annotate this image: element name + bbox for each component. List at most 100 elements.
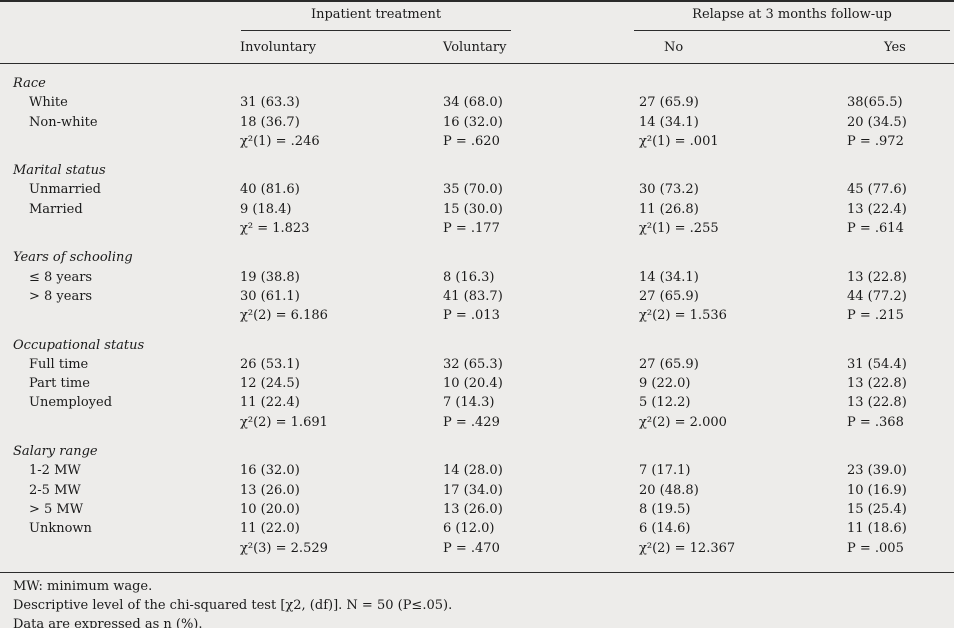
value-cell: 13 (22.8) [847,269,907,285]
row-label: 2-5 MW [29,482,81,498]
empty-corner-cell [0,2,240,32]
value-cell: 16 (32.0) [240,463,300,479]
row-label [0,132,240,151]
value-cell: 41 (83.7) [443,288,503,304]
value-cell: 14 (28.0) [443,463,503,479]
row-label: > 8 years [29,288,93,304]
row-label: Unmarried [29,182,102,198]
value-cell: P = .429 [443,414,500,430]
value-cell: P = .470 [443,540,500,556]
value-cell: P = .972 [847,133,904,149]
value-cell: P = .013 [443,308,500,324]
row-label: Part time [29,376,90,392]
table-row: 1-2 MW 16 (32.0) 14 (28.0) 7 (17.1) 23 (39.0… [0,461,954,480]
value-cell: 9 (18.4) [240,201,292,217]
value-cell: 30 (61.1) [240,288,300,304]
table-row: Unknown 11 (22.0) 6 (12.0) 6 (14.6) 11 (18.6… [0,519,954,538]
value-cell: 9 (22.0) [639,376,691,392]
statistics-table: Inpatient treatment Relapse at 3 months … [0,2,954,558]
value-cell: 13 (22.4) [847,201,907,217]
section-label: Years of schooling [13,250,133,266]
table-row: Unmarried 40 (81.6) 35 (70.0) 30 (73.2) 45 (… [0,180,954,199]
value-cell: 8 (16.3) [443,269,495,285]
table-row: Unemployed 11 (22.4) 7 (14.3) 5 (12.2) 13 (2… [0,393,954,412]
table-row: Part time 12 (24.5) 10 (20.4) 9 (22.0) 13 (2… [0,374,954,393]
value-cell: 15 (25.4) [847,501,907,517]
value-cell: P = .614 [847,221,904,237]
value-cell: 13 (26.0) [443,501,503,517]
value-cell: 11 (18.6) [847,521,907,537]
value-cell: 27 (65.9) [639,288,699,304]
value-cell: 31 (63.3) [240,95,300,111]
value-cell: 17 (34.0) [443,482,503,498]
group-cell-relapse: Relapse at 3 months follow-up [633,2,954,32]
col-header-voluntary: Voluntary [443,32,633,64]
table-row: Full time 26 (53.1) 32 (65.3) 27 (65.9) 31 (… [0,355,954,374]
col-header-involuntary: Involuntary [240,32,443,64]
value-cell: 7 (17.1) [639,463,691,479]
column-subheader-row: Involuntary Voluntary No Yes [0,32,954,64]
value-cell: 30 (73.2) [639,182,699,198]
row-label: > 5 MW [29,501,84,517]
value-cell: 13 (22.8) [847,395,907,411]
value-cell: 38(65.5) [847,95,903,111]
row-label: Married [29,201,83,217]
column-group-relapse-followup: Relapse at 3 months follow-up [634,6,950,31]
column-group-header-row: Inpatient treatment Relapse at 3 months … [0,2,954,32]
table-row: > 8 years 30 (61.1) 41 (83.7) 27 (65.9) 44 (… [0,287,954,306]
value-cell: 45 (77.6) [847,182,907,198]
value-cell: 12 (24.5) [240,376,300,392]
section-header-row: Marital status [0,151,954,180]
value-cell: 35 (70.0) [443,182,503,198]
col-header-yes: Yes [847,32,954,64]
value-cell: 14 (34.1) [639,114,699,130]
value-cell: χ²(2) = 1.536 [639,308,727,324]
table-row: 2-5 MW 13 (26.0) 17 (34.0) 20 (48.8) 10 (16.… [0,481,954,500]
empty-label-header-cell [0,32,240,64]
section-label: Salary range [13,444,98,460]
section-header-row: Years of schooling [0,238,954,267]
value-cell: P = .177 [443,221,500,237]
value-cell: 13 (22.8) [847,376,907,392]
footnote-data-format: Data are expressed as n (%). [13,617,203,628]
value-cell: 11 (22.4) [240,395,300,411]
row-label [0,539,240,558]
value-cell: 6 (14.6) [639,521,691,537]
value-cell: P = .620 [443,133,500,149]
row-label: Unemployed [29,395,113,411]
row-label [0,306,240,325]
footnote-mw: MW: minimum wage. [13,578,153,594]
section-header-row: Salary range [0,432,954,461]
value-cell: 10 (16.9) [847,482,907,498]
value-cell: 19 (38.8) [240,269,300,285]
value-cell: χ² = 1.823 [240,221,310,237]
value-cell: χ²(1) = .255 [639,221,719,237]
value-cell: χ²(1) = .246 [240,133,320,149]
table-row: ≤ 8 years 19 (38.8) 8 (16.3) 14 (34.1) 13 (2… [0,268,954,287]
value-cell: χ²(2) = 2.000 [639,414,727,430]
table-top-rule [0,0,954,2]
value-cell: 13 (26.0) [240,482,300,498]
value-cell: 16 (32.0) [443,114,503,130]
value-cell: 44 (77.2) [847,288,907,304]
row-label: Non-white [29,114,98,130]
section-label: Race [13,76,46,91]
section-label: Marital status [13,163,106,179]
value-cell: 20 (48.8) [639,482,699,498]
group-cell-inpatient: Inpatient treatment [240,2,633,32]
value-cell: 7 (14.3) [443,395,495,411]
value-cell: 8 (19.5) [639,501,691,517]
row-label: ≤ 8 years [29,269,93,285]
value-cell: 15 (30.0) [443,201,503,217]
value-cell: 27 (65.9) [639,356,699,372]
value-cell: 5 (12.2) [639,395,691,411]
row-label: White [29,95,68,111]
value-cell: 11 (22.0) [240,521,300,537]
value-cell: χ²(1) = .001 [639,133,719,149]
value-cell: 40 (81.6) [240,182,300,198]
value-cell: 34 (68.0) [443,95,503,111]
value-cell: 10 (20.0) [240,501,300,517]
value-cell: P = .368 [847,414,904,430]
table-row: χ²(1) = .246 P = .620 χ²(1) = .001 P = .972 [0,132,954,151]
